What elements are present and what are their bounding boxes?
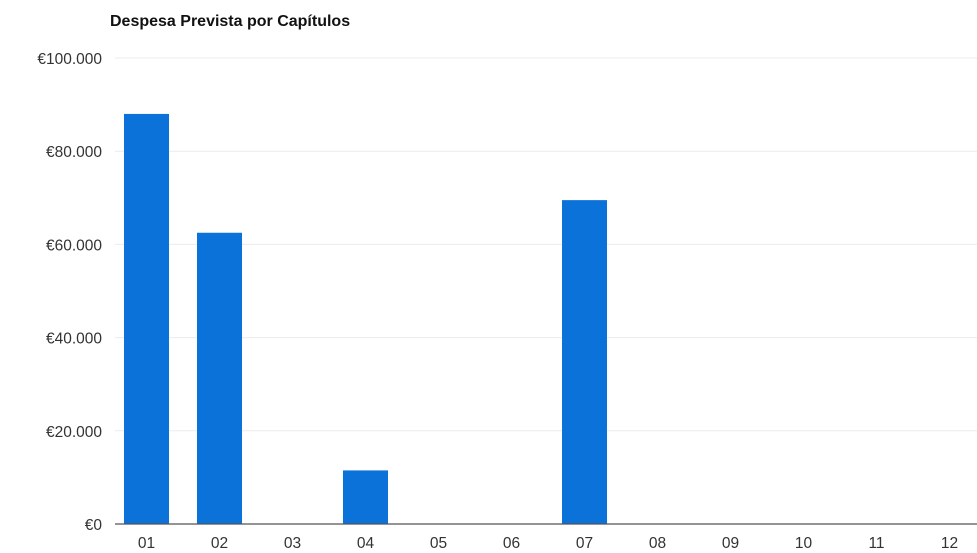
bar-07: [562, 200, 607, 524]
x-tick-label: 12: [941, 535, 958, 552]
bar-02: [197, 232, 242, 524]
y-tick-label: €0: [85, 517, 103, 534]
x-tick-label: 11: [868, 535, 884, 552]
x-tick-label: 02: [211, 535, 228, 552]
x-tick-label: 01: [138, 535, 155, 552]
y-tick-label: €40.000: [46, 331, 102, 348]
bar-01: [124, 113, 169, 525]
x-tick-label: 08: [649, 535, 666, 552]
x-tick-label: 05: [430, 535, 447, 552]
chart-title: Despesa Prevista por Capítulos: [110, 13, 350, 30]
x-tick-label: 06: [503, 535, 520, 552]
y-axis: €0 €20.000 €40.000 €60.000 €80.000 €100.000: [37, 51, 102, 534]
x-tick-label: 04: [357, 535, 375, 552]
gridlines: [115, 57, 977, 432]
bar-04: [343, 470, 388, 524]
y-tick-label: €100.000: [37, 51, 102, 68]
bars: [124, 113, 607, 525]
x-tick-label: 10: [795, 535, 813, 552]
x-tick-label: 03: [284, 535, 301, 552]
x-axis: 01 02 03 04 05 06 07 08 09 10 11 12: [138, 535, 958, 552]
y-tick-label: €60.000: [46, 237, 102, 254]
x-tick-label: 07: [576, 535, 593, 552]
y-tick-label: €20.000: [46, 424, 102, 441]
y-tick-label: €80.000: [46, 144, 102, 161]
x-tick-label: 09: [722, 535, 739, 552]
